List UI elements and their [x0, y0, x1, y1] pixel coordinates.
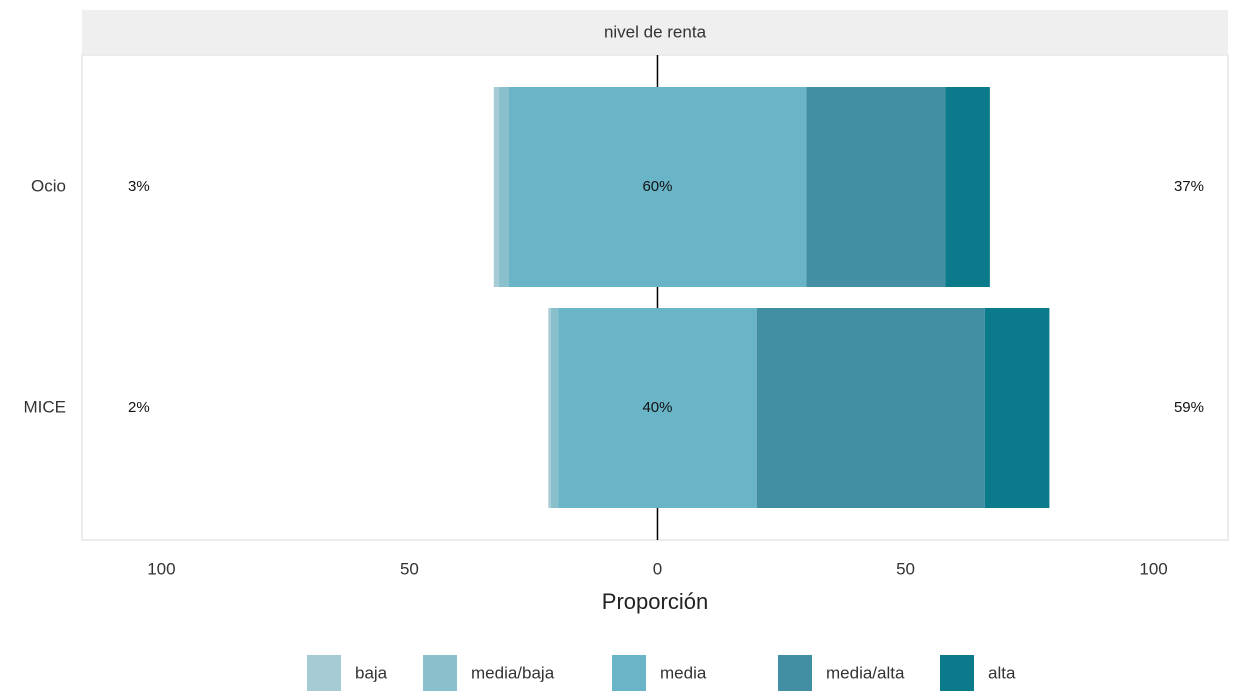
bar-segment — [945, 87, 990, 287]
bar-segment — [558, 308, 757, 508]
x-tick-label: 0 — [653, 559, 662, 578]
legend-label: media/alta — [826, 663, 905, 682]
y-tick-label: Ocio — [31, 176, 66, 195]
legend-label: alta — [988, 663, 1016, 682]
left-label: 3% — [128, 178, 150, 195]
x-tick-label: 100 — [1139, 559, 1167, 578]
legend-key — [778, 655, 812, 691]
bar-segment — [548, 308, 551, 508]
legend-label: media — [660, 663, 707, 682]
bar-segment — [984, 308, 1050, 508]
right-label: 37% — [1174, 178, 1204, 195]
legend-key — [423, 655, 457, 691]
x-tick-label: 50 — [896, 559, 915, 578]
y-tick-label: MICE — [24, 397, 67, 416]
center-label: 40% — [642, 399, 672, 416]
bar-segment — [493, 87, 499, 287]
bar-segment — [508, 87, 807, 287]
legend-key — [307, 655, 341, 691]
x-tick-label: 50 — [400, 559, 419, 578]
facet-strip — [82, 10, 1228, 55]
bar-segment — [756, 308, 985, 508]
right-label: 59% — [1174, 399, 1204, 416]
x-tick-label: 100 — [147, 559, 175, 578]
bar-segment — [498, 87, 509, 287]
legend-key — [612, 655, 646, 691]
legend-key — [940, 655, 974, 691]
x-axis-label: Proporción — [602, 589, 708, 614]
legend-label: baja — [355, 663, 388, 682]
bar-segment — [550, 308, 559, 508]
legend-label: media/baja — [471, 663, 555, 682]
left-label: 2% — [128, 399, 150, 416]
strip-title: nivel de renta — [604, 22, 707, 41]
bar-segment — [806, 87, 946, 287]
center-label: 60% — [642, 178, 672, 195]
